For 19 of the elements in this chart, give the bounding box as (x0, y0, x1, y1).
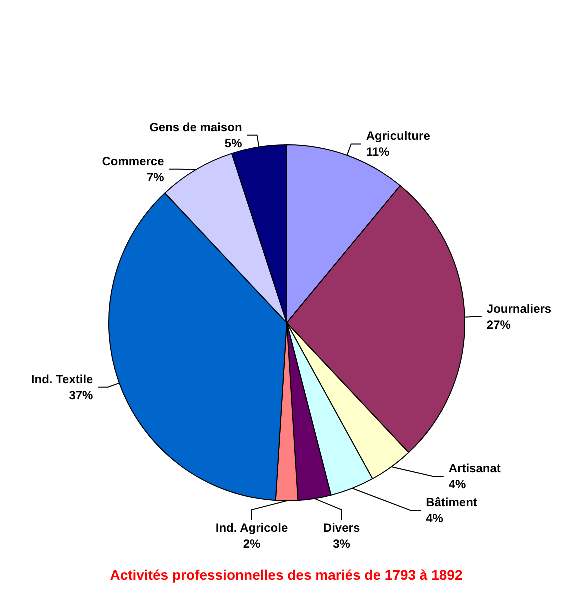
slice-label: Divers (323, 521, 360, 535)
slice-label: Ind. Textile (31, 372, 94, 386)
data-label: 4% (426, 512, 444, 526)
data-label: 5% (224, 136, 243, 150)
slice-label: Commerce (102, 154, 165, 168)
data-label: 27% (486, 318, 512, 332)
slice-label: Artisanat (448, 462, 501, 476)
data-label: 37% (69, 388, 94, 402)
data-label: 2% (243, 537, 261, 551)
slice-label: Gens de maison (150, 120, 242, 134)
data-label: 11% (366, 145, 390, 160)
text: Activités professionnelles des mariés de 1793 à 1892 (110, 567, 463, 583)
data-label: 4% (448, 478, 467, 492)
data-label: 3% (333, 537, 351, 551)
slice-label: Journaliers (486, 302, 552, 316)
data-label: 7% (146, 170, 165, 184)
slice-label: Agriculture (366, 129, 431, 144)
slice-label: Bâtiment (426, 496, 478, 510)
slice-label: Ind. Agricole (216, 521, 288, 535)
